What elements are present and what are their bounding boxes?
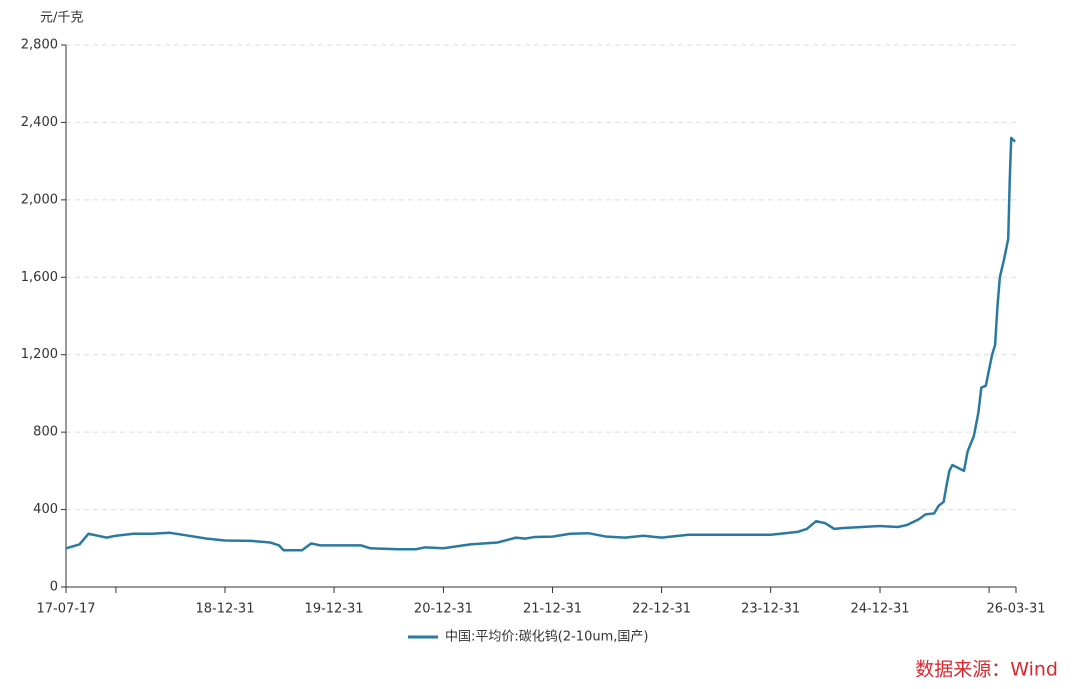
x-tick-label: 22-12-31 bbox=[632, 602, 691, 617]
y-tick-label: 1,600 bbox=[21, 270, 58, 285]
y-tick-label: 800 bbox=[33, 425, 58, 440]
data-line bbox=[65, 136, 1016, 552]
y-tick-label: 1,200 bbox=[21, 347, 58, 362]
x-tick-label: 17-07-17 bbox=[36, 602, 95, 617]
y-tick-label: 0 bbox=[50, 580, 58, 595]
y-tick-label: 400 bbox=[33, 502, 58, 517]
y-tick-label: 2,000 bbox=[21, 192, 58, 207]
x-tick-label: 18-12-31 bbox=[195, 602, 254, 617]
x-tick-label: 26-03-31 bbox=[986, 602, 1045, 617]
y-unit: 元/千克 bbox=[40, 11, 83, 26]
y-tick-label: 2,400 bbox=[21, 115, 58, 130]
y-tick-label: 2,800 bbox=[21, 38, 58, 53]
legend-label: 中国:平均价:碳化钨(2-10um,国产) bbox=[445, 629, 648, 645]
x-tick-label: 19-12-31 bbox=[305, 602, 364, 617]
x-tick-label: 24-12-31 bbox=[851, 602, 910, 617]
x-tick-label: 23-12-31 bbox=[741, 602, 800, 617]
x-tick-label: 20-12-31 bbox=[414, 602, 473, 617]
source-note: 数据来源：Wind bbox=[915, 659, 1058, 681]
x-tick-label: 21-12-31 bbox=[523, 602, 582, 617]
